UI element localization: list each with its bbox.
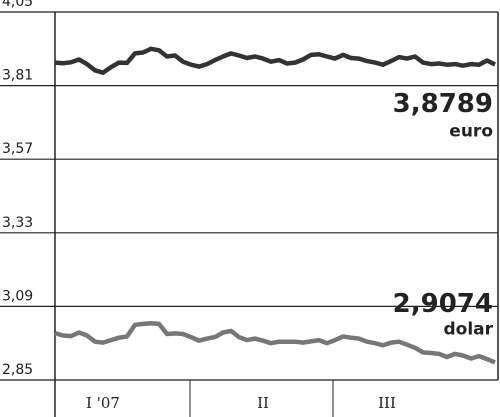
last-value-label: 2,9074 — [393, 289, 493, 319]
y-tick-label: 2,85 — [2, 362, 33, 378]
y-tick-label: 3,57 — [2, 141, 33, 157]
y-tick-label: 4,05 — [2, 0, 33, 10]
series-line — [54, 46, 497, 75]
x-tick-label: I '07 — [86, 394, 120, 412]
series-line — [54, 321, 496, 365]
series-label: dolar — [443, 319, 493, 339]
x-tick-label: III — [378, 394, 396, 412]
y-tick-label: 3,33 — [2, 215, 33, 231]
y-tick-label: 3,81 — [2, 68, 33, 84]
series-label: euro — [449, 121, 493, 141]
x-tick-label: II — [257, 394, 269, 412]
last-value-label: 3,8789 — [393, 89, 493, 119]
y-tick-label: 3,09 — [2, 288, 33, 304]
